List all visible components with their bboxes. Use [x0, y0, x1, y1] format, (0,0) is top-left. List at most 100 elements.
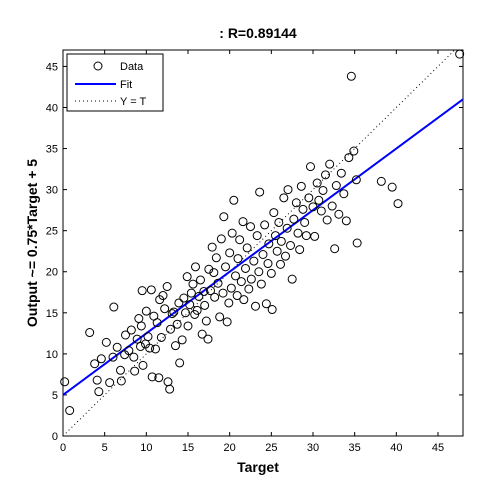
data-point: [112, 342, 122, 352]
data-point: [206, 286, 215, 296]
data-point: [154, 373, 164, 383]
y-tick-label: 25: [46, 226, 58, 238]
data-point: [266, 268, 276, 278]
x-tick-label: 20: [224, 442, 236, 454]
data-point: [196, 275, 205, 285]
data-point: [236, 277, 246, 287]
data-point: [293, 228, 303, 238]
data-point: [215, 312, 225, 322]
data-point: [101, 337, 111, 347]
data-point: [287, 274, 297, 284]
data-point: [204, 264, 214, 274]
data-point: [227, 228, 237, 238]
data-point: [256, 279, 266, 289]
data-point: [182, 272, 192, 282]
data-point: [341, 216, 351, 226]
data-point: [263, 259, 273, 269]
data-point: [162, 282, 172, 292]
data-point: [96, 354, 106, 364]
data-point: [109, 302, 119, 312]
data-point: [211, 253, 221, 263]
data-point: [291, 198, 301, 208]
data-point: [200, 300, 210, 310]
legend-box: [66, 53, 164, 112]
data-point: [238, 217, 248, 227]
data-point: [186, 288, 196, 298]
data-point: [258, 249, 268, 259]
chart-title: : R=0.89144: [219, 25, 297, 41]
data-point: [219, 212, 229, 222]
data-point: [172, 319, 182, 329]
data-point: [281, 251, 290, 261]
data-point: [171, 341, 180, 351]
data-point: [304, 193, 314, 203]
data-point: [194, 291, 204, 301]
data-point: [191, 262, 200, 272]
legend-data-marker: [93, 61, 103, 71]
data-point: [376, 176, 386, 186]
data-point: [181, 308, 190, 318]
data-point: [251, 301, 260, 311]
data-point: [216, 234, 226, 244]
data-point: [166, 324, 175, 334]
data-point: [147, 372, 157, 382]
legend-fit-label: Fit: [120, 79, 132, 91]
data-point: [203, 334, 213, 344]
data-point: [126, 325, 136, 335]
data-point: [138, 360, 148, 370]
data-point: [239, 295, 249, 305]
data-point: [260, 220, 270, 230]
data-point: [151, 344, 160, 354]
data-point: [322, 215, 332, 225]
data-point: [60, 377, 70, 387]
y-axis: 0 5 10 15 20 25 30 35 40 45: [46, 61, 463, 443]
data-point: [327, 201, 337, 211]
data-point: [136, 341, 145, 351]
data-point: [143, 332, 153, 342]
data-point: [146, 285, 156, 295]
data-point: [226, 283, 236, 293]
data-point: [124, 346, 134, 356]
data-point: [92, 375, 102, 385]
data-point: [165, 384, 175, 394]
data-point: [349, 146, 359, 156]
x-tick-label: 40: [390, 442, 402, 454]
y-tick-label: 45: [46, 61, 58, 73]
data-point: [276, 236, 286, 246]
data-point: [296, 181, 306, 191]
data-point: [177, 335, 187, 345]
data-point: [352, 238, 362, 248]
data-point: [351, 175, 361, 185]
data-point: [229, 195, 239, 205]
data-point: [141, 306, 151, 316]
data-point: [255, 187, 265, 197]
data-point: [271, 231, 280, 241]
data-point: [274, 217, 284, 227]
data-point: [261, 299, 271, 309]
data-point: [387, 182, 397, 192]
data-point: [192, 305, 202, 315]
x-axis: 0 5 10 15 20 25 30 35 40 45: [60, 50, 444, 454]
legend: Data Fit Y = T: [66, 53, 164, 112]
data-point: [264, 239, 274, 249]
data-point: [185, 300, 195, 310]
data-point: [108, 352, 118, 362]
data-point: [267, 305, 277, 315]
data-point: [167, 309, 177, 319]
data-point: [129, 352, 139, 362]
data-point: [393, 199, 403, 209]
x-tick-label: 0: [60, 442, 66, 454]
data-point: [455, 49, 465, 59]
data-point: [334, 209, 344, 219]
x-axis-label: Target: [237, 459, 279, 475]
data-point: [344, 153, 354, 163]
data-point: [116, 365, 125, 375]
data-point: [235, 235, 245, 245]
data-point: [90, 359, 100, 369]
x-tick-label: 5: [102, 442, 108, 454]
data-point: [136, 321, 146, 331]
data-point: [272, 246, 282, 256]
data-point: [314, 195, 324, 205]
x-tick-label: 30: [307, 442, 319, 454]
